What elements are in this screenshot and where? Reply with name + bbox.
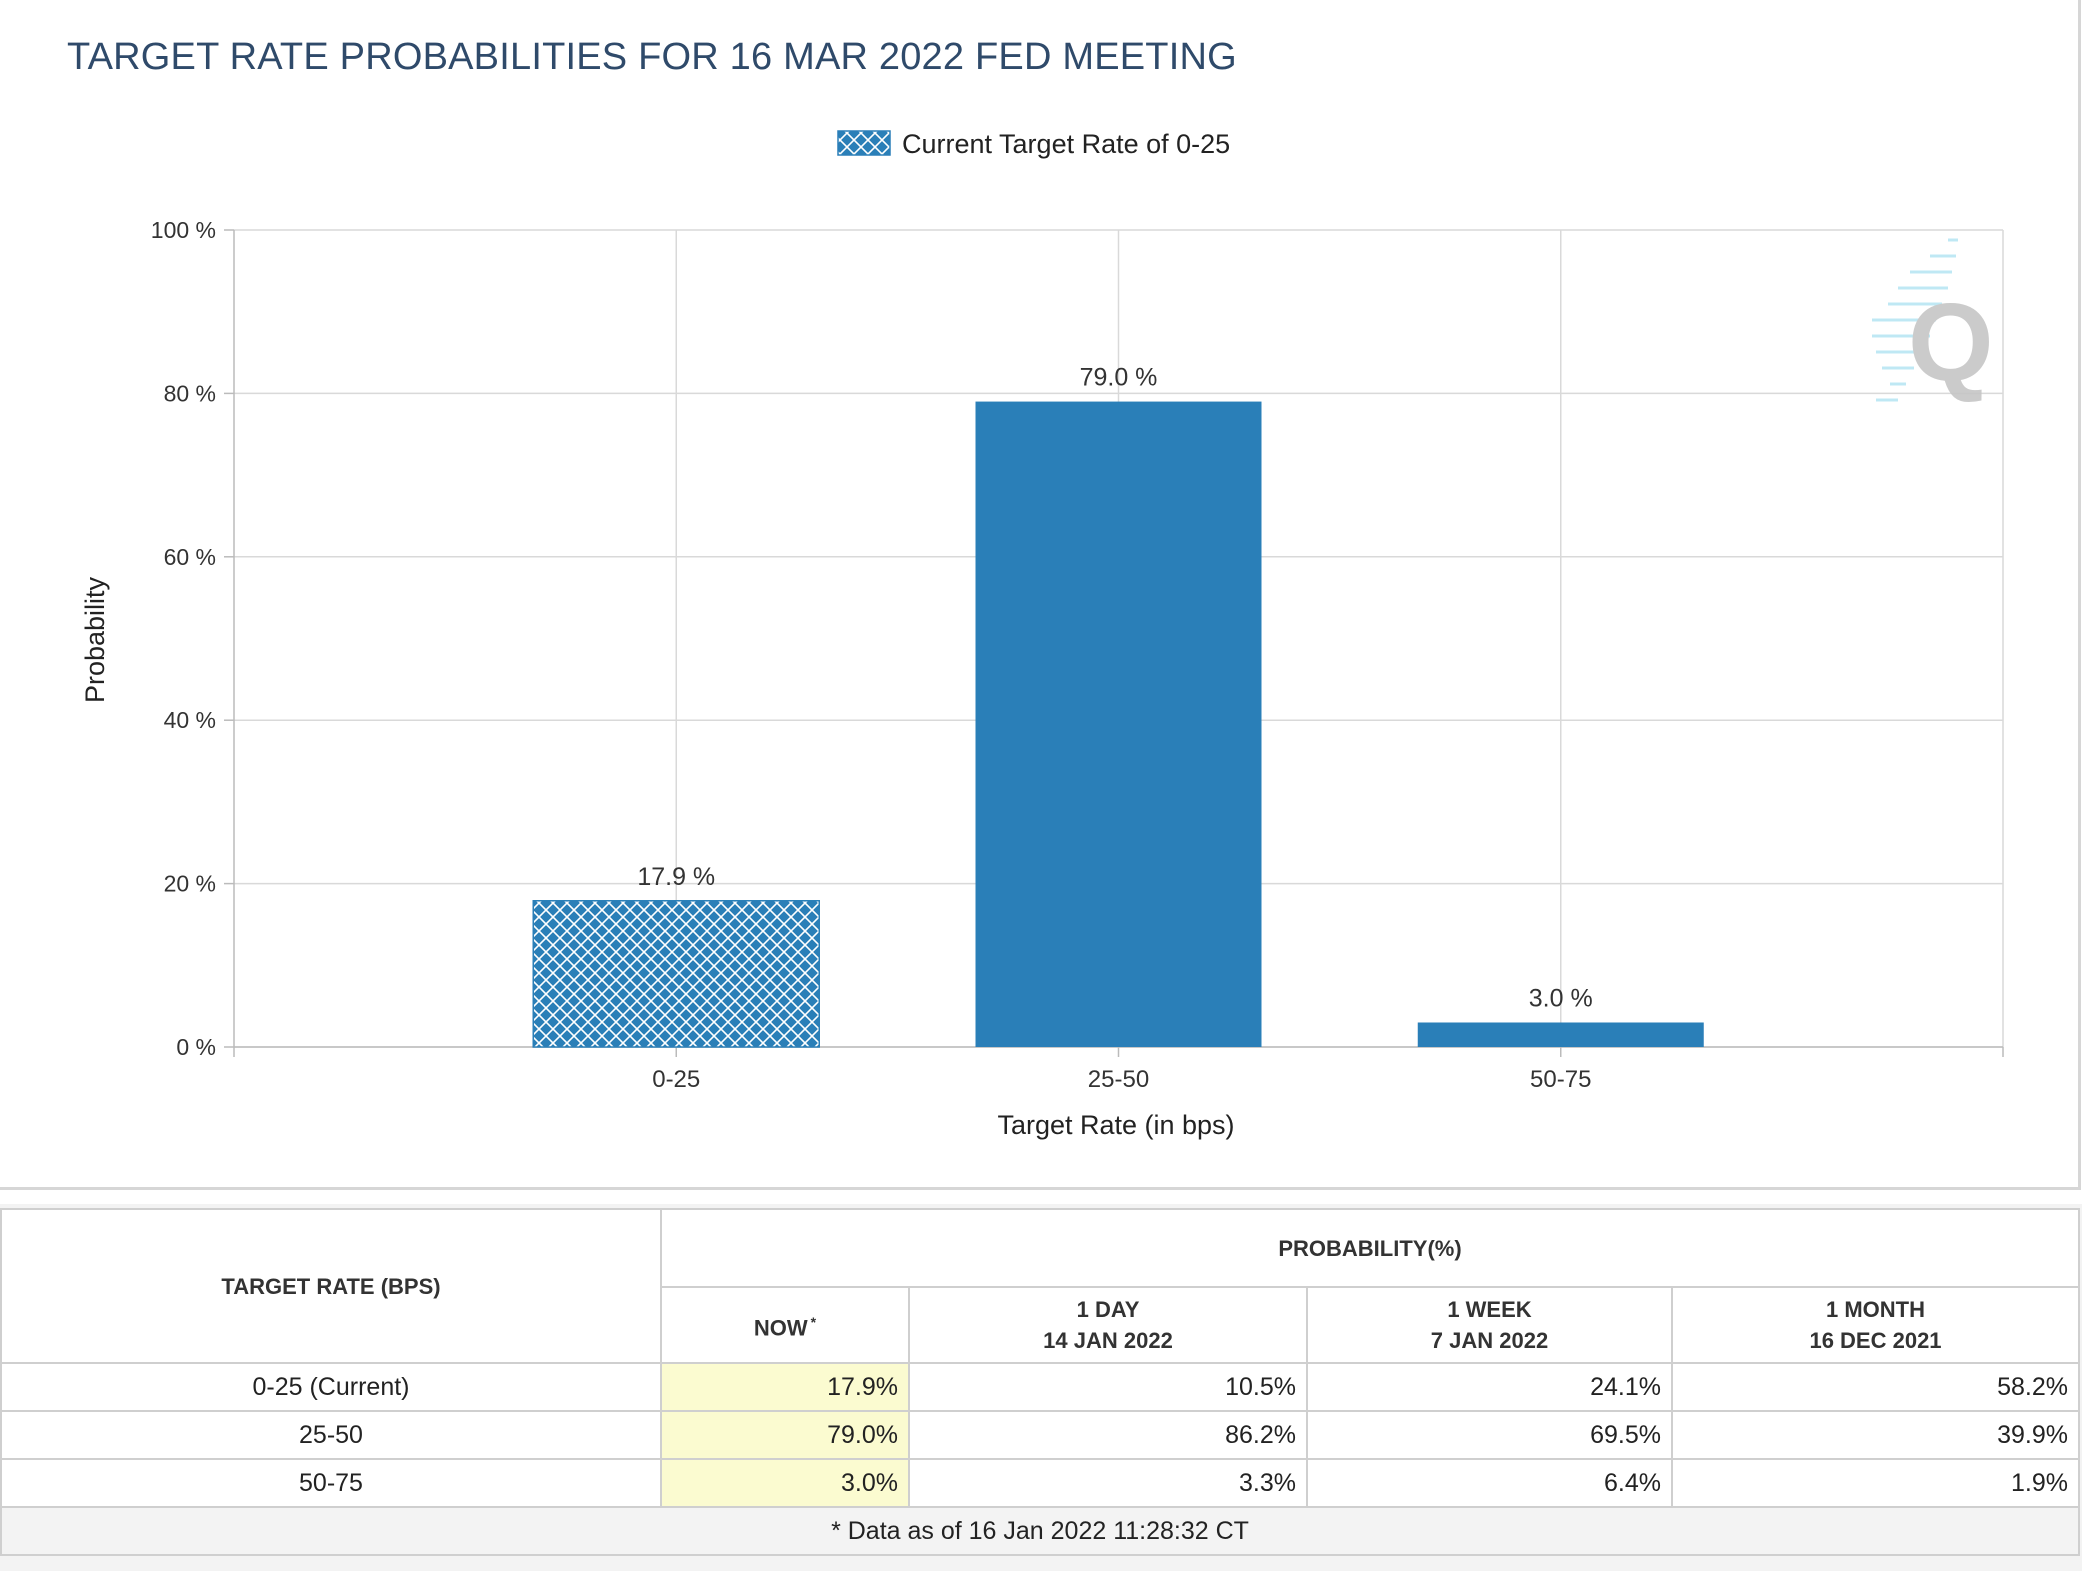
table-row: 50-75 3.0% 3.3% 6.4% 1.9% — [0, 1458, 2081, 1508]
probability-table-panel: TARGET RATE (BPS) PROBABILITY(%) NOW * 1 … — [0, 1204, 2082, 1571]
now-value-cell: 3.0% — [660, 1458, 910, 1508]
probability-table: TARGET RATE (BPS) PROBABILITY(%) NOW * 1 … — [0, 1208, 2081, 1556]
y-tick-label: 60 % — [164, 544, 216, 570]
value-cell: 10.5% — [908, 1362, 1308, 1412]
col-header-1-month[interactable]: 1 MONTH 16 DEC 2021 — [1670, 1286, 2081, 1364]
value-cell: 6.4% — [1306, 1458, 1673, 1508]
now-value-cell: 17.9% — [660, 1362, 910, 1412]
y-axis-label: Probability — [80, 576, 110, 703]
y-tick-label: 20 % — [164, 871, 216, 897]
bar-0-25[interactable] — [532, 900, 820, 1048]
bar-value-label: 17.9 % — [637, 863, 715, 891]
rate-cell: 25-50 — [0, 1410, 662, 1460]
value-cell: 24.1% — [1306, 1362, 1673, 1412]
y-tick-label: 80 % — [164, 380, 216, 406]
now-value-cell: 79.0% — [660, 1410, 910, 1460]
col-header-1-week[interactable]: 1 WEEK 7 JAN 2022 — [1306, 1286, 1673, 1364]
value-cell: 39.9% — [1670, 1410, 2081, 1460]
chart-panel: TARGET RATE PROBABILITIES FOR 16 MAR 202… — [0, 0, 2081, 1190]
bar-chart: Current Target Rate of 0-25 0 % 20 % 40 % 6… — [80, 129, 2004, 1140]
y-tick-label: 0 % — [176, 1034, 216, 1060]
col-header-1-day[interactable]: 1 DAY 14 JAN 2022 — [908, 1286, 1308, 1364]
target-rate-header: TARGET RATE (BPS) — [0, 1208, 662, 1364]
x-axis: 0-25 25-50 50-75 — [234, 1046, 2004, 1093]
table-row: 25-50 79.0% 86.2% 69.5% 39.9% — [0, 1410, 2081, 1460]
rate-cell: 0-25 (Current) — [0, 1362, 662, 1412]
bar-50-75[interactable] — [1417, 1022, 1704, 1047]
x-tick-label: 50-75 — [1530, 1066, 1591, 1093]
value-cell: 1.9% — [1670, 1458, 2081, 1508]
page-title: TARGET RATE PROBABILITIES FOR 16 MAR 202… — [67, 36, 1237, 78]
data-timestamp-footnote: * Data as of 16 Jan 2022 11:28:32 CT — [0, 1506, 2081, 1556]
value-cell: 86.2% — [908, 1410, 1308, 1460]
watermark-q-icon: Q — [1872, 238, 1994, 404]
y-tick-label: 100 % — [151, 217, 216, 243]
bar-25-50[interactable] — [975, 401, 1262, 1047]
legend-swatch — [837, 130, 891, 156]
probability-header: PROBABILITY(%) — [659, 1208, 2081, 1288]
bar-value-label: 79.0 % — [1080, 364, 1158, 392]
rate-cell: 50-75 — [0, 1458, 662, 1508]
y-tick-label: 40 % — [164, 707, 216, 733]
table-row: 0-25 (Current) 17.9% 10.5% 24.1% 58.2% — [0, 1362, 2081, 1412]
now-footnote-marker: * — [810, 1313, 817, 1330]
x-axis-label: Target Rate (in bps) — [997, 1110, 1234, 1140]
value-cell: 69.5% — [1306, 1410, 1673, 1460]
watermark-letter: Q — [1908, 281, 1994, 404]
y-axis: 0 % 20 % 40 % 60 % 80 % 100 % — [151, 217, 235, 1060]
value-cell: 58.2% — [1670, 1362, 2081, 1412]
chart-bars: 17.9 % 79.0 % 3.0 % — [532, 364, 1704, 1048]
x-tick-label: 0-25 — [652, 1066, 700, 1093]
bar-value-label: 3.0 % — [1529, 984, 1593, 1012]
chart-legend[interactable]: Current Target Rate of 0-25 — [837, 129, 1230, 159]
x-tick-label: 25-50 — [1088, 1066, 1149, 1093]
col-header-now[interactable]: NOW * — [660, 1286, 910, 1364]
legend-label: Current Target Rate of 0-25 — [902, 129, 1230, 159]
value-cell: 3.3% — [908, 1458, 1308, 1508]
footnote-row: * Data as of 16 Jan 2022 11:28:32 CT — [0, 1506, 2081, 1556]
period-header-row: NOW * 1 DAY 14 JAN 2022 1 WEEK 7 JAN 2022… — [1, 1286, 2081, 1364]
